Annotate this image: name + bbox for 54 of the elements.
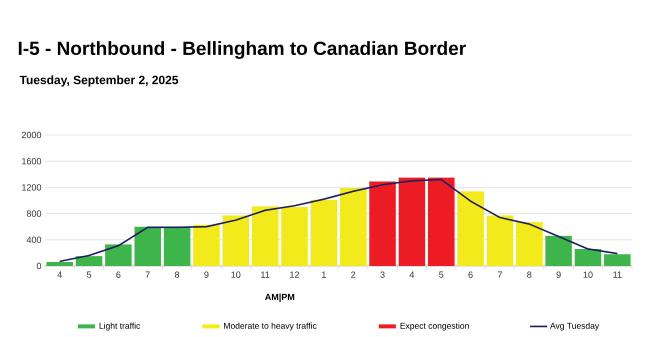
y-tick-label: 400 [26, 236, 42, 243]
x-tick-label: 8 [527, 272, 532, 278]
bar [164, 226, 190, 266]
bar [193, 224, 220, 266]
y-tick-label: 2000 [22, 132, 42, 138]
bar [252, 206, 278, 266]
chart-title: I-5 - Northbound - Bellingham to Canadian Border [18, 41, 466, 59]
x-tick-label: 2 [351, 272, 356, 278]
bar [398, 178, 426, 266]
bar [516, 222, 543, 266]
y-tick-label: 1600 [22, 158, 42, 164]
x-tick-label: 8 [174, 272, 180, 278]
legend-label: Moderate to heavy traffic [224, 322, 317, 330]
bar [281, 207, 308, 266]
x-tick-label: 3 [380, 272, 385, 278]
bar [486, 216, 514, 266]
bar [369, 181, 396, 266]
x-tick-label: 4 [57, 272, 62, 278]
y-tick-label: 0 [36, 262, 42, 270]
y-tick-label: 800 [26, 210, 42, 217]
bar [134, 226, 161, 266]
text: AM|PM [265, 294, 294, 302]
legend-label: Avg Tuesday [550, 322, 600, 330]
bar [310, 200, 338, 266]
bar [76, 256, 102, 266]
x-tick-label: 5 [439, 272, 444, 278]
x-tick-label: 6 [468, 272, 473, 278]
x-tick-label: 9 [204, 272, 209, 278]
bar [604, 254, 631, 266]
legend-label: Light traffic [100, 322, 140, 330]
x-tick-label: 5 [86, 272, 92, 278]
bar [428, 178, 454, 266]
bar [105, 244, 132, 266]
x-tick-label: 1 [322, 272, 326, 278]
x-tick-label: 11 [613, 272, 622, 278]
x-tick-label: 4 [410, 272, 414, 278]
y-tick-label: 1200 [22, 184, 42, 191]
bar [574, 248, 602, 266]
line-series [58, 178, 618, 262]
x-tick-label: 9 [556, 272, 561, 278]
legend-label: Expect congestion [400, 322, 469, 330]
bar [46, 262, 73, 266]
x-tick-label: 10 [231, 272, 240, 278]
bar [457, 191, 484, 266]
chart-subtitle: Tuesday, September 2, 2025 [20, 75, 178, 87]
x-tick-label: 11 [261, 272, 270, 278]
bar [340, 188, 366, 266]
bar [222, 216, 250, 266]
x-tick-label: 6 [116, 272, 120, 278]
x-tick-label: 7 [498, 272, 502, 278]
x-tick-label: 12 [290, 272, 300, 278]
x-tick-label: 10 [584, 272, 593, 278]
bar [545, 236, 572, 266]
x-tick-label: 7 [146, 272, 150, 278]
